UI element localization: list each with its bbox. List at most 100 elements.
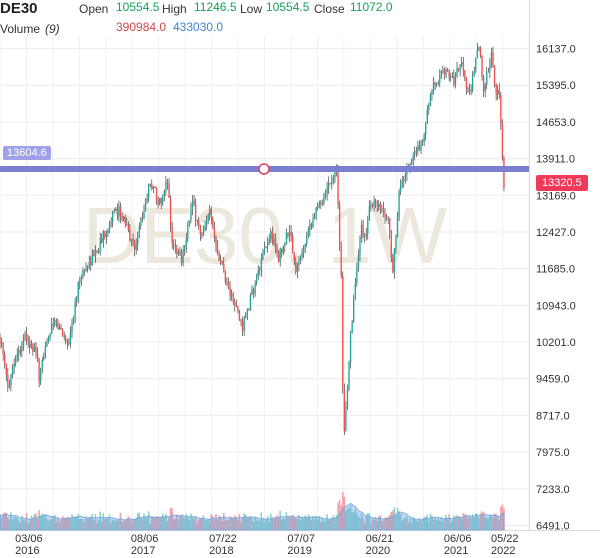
volume-bar xyxy=(471,513,474,530)
candle-body xyxy=(60,327,62,330)
volume-bar xyxy=(17,520,20,530)
volume-bar xyxy=(421,518,424,530)
volume-bar xyxy=(229,516,231,530)
volume-bar xyxy=(413,518,416,530)
candle-body xyxy=(326,188,328,194)
candle-body xyxy=(199,225,202,235)
volume-bar xyxy=(440,517,443,530)
volume-bar xyxy=(100,522,103,530)
candle-body xyxy=(174,246,176,248)
candle-body xyxy=(5,363,7,375)
candle-body xyxy=(155,187,158,201)
candle-body xyxy=(340,245,342,276)
candle-body xyxy=(437,82,439,84)
candle-body xyxy=(180,254,183,264)
volume-bar xyxy=(27,523,29,530)
time-tick-year: 2018 xyxy=(209,545,233,557)
volume-bar xyxy=(22,519,25,530)
candle-body xyxy=(146,197,148,201)
volume-bar xyxy=(163,516,166,530)
volume-bar xyxy=(232,518,234,530)
volume-bar xyxy=(179,515,181,530)
candle-body xyxy=(105,233,108,238)
candle-body xyxy=(331,180,333,184)
time-tick-label: 06/21 xyxy=(366,533,394,545)
volume-bar xyxy=(335,515,338,530)
volume-bar xyxy=(165,513,167,530)
volume-bar xyxy=(492,517,494,530)
candle-body xyxy=(13,363,15,369)
horizontal-line-handle[interactable] xyxy=(258,163,270,175)
volume-bar xyxy=(244,514,247,530)
volume-bar xyxy=(224,519,227,530)
volume-bar xyxy=(291,514,294,530)
volume-bar xyxy=(357,516,360,530)
volume-bar xyxy=(74,516,76,530)
candle-body xyxy=(379,203,382,210)
volume-bar xyxy=(207,519,209,530)
candle-body xyxy=(240,319,242,322)
volume-bar xyxy=(459,516,461,530)
candle-body xyxy=(299,257,302,260)
price-axis[interactable]: 16137.0 15395.0 14653.0 13911.0 13169.0 12427… xyxy=(536,44,576,533)
time-tick-label: 06/06 xyxy=(444,533,472,545)
candle-body xyxy=(234,301,236,305)
candle-body xyxy=(440,70,443,76)
volume-bar xyxy=(243,513,245,530)
volume-bar xyxy=(465,514,468,530)
volume-bar xyxy=(348,508,350,530)
candle-body xyxy=(163,190,166,195)
candle-body xyxy=(257,270,259,276)
candle-body xyxy=(99,238,101,252)
volume-bar xyxy=(329,518,332,530)
candle-body xyxy=(392,257,394,273)
candle-body xyxy=(209,209,211,215)
volume-bar xyxy=(85,516,87,530)
candle-body xyxy=(52,323,54,326)
volume-bar xyxy=(96,523,98,530)
volume-bar xyxy=(384,517,386,530)
volume-bar xyxy=(484,516,486,530)
candle-body xyxy=(357,254,360,268)
candle-body xyxy=(71,324,73,333)
candlestick-series[interactable] xyxy=(0,42,505,435)
volume-bar xyxy=(290,517,292,530)
candle-body xyxy=(158,198,161,205)
volume-bar xyxy=(351,512,353,530)
volume-bar xyxy=(474,512,477,530)
candle-body xyxy=(227,282,230,288)
candle-body xyxy=(312,218,314,227)
volume-bar xyxy=(490,515,493,530)
candle-body xyxy=(285,232,288,244)
candle-body xyxy=(85,267,87,272)
candle-body xyxy=(57,321,59,330)
candle-body xyxy=(448,70,450,79)
volume-bar xyxy=(44,514,47,530)
volume-bar xyxy=(500,506,502,530)
volume-bar xyxy=(199,518,202,530)
candle-body xyxy=(160,198,162,204)
candle-body xyxy=(191,201,194,210)
volume-bar xyxy=(316,519,319,530)
candle-body xyxy=(376,203,378,207)
candle-body xyxy=(41,359,43,371)
volume-bar xyxy=(61,516,64,530)
candle-body xyxy=(389,218,391,236)
candle-body xyxy=(470,89,472,92)
horizontal-line-price-badge[interactable]: 13604.6 xyxy=(3,146,51,160)
volume-bar xyxy=(277,517,280,530)
volume-bar xyxy=(388,514,391,530)
volume-bar xyxy=(118,518,120,530)
volume-bar xyxy=(407,522,410,530)
volume-bar xyxy=(273,519,275,530)
volume-bar xyxy=(122,521,125,530)
volume-bar xyxy=(157,516,159,530)
volume-bar xyxy=(393,507,396,530)
candle-body xyxy=(349,333,352,363)
volume-bar xyxy=(160,516,163,530)
candle-body xyxy=(212,218,214,228)
volume-bar xyxy=(263,521,266,530)
volume-bar xyxy=(305,517,308,530)
